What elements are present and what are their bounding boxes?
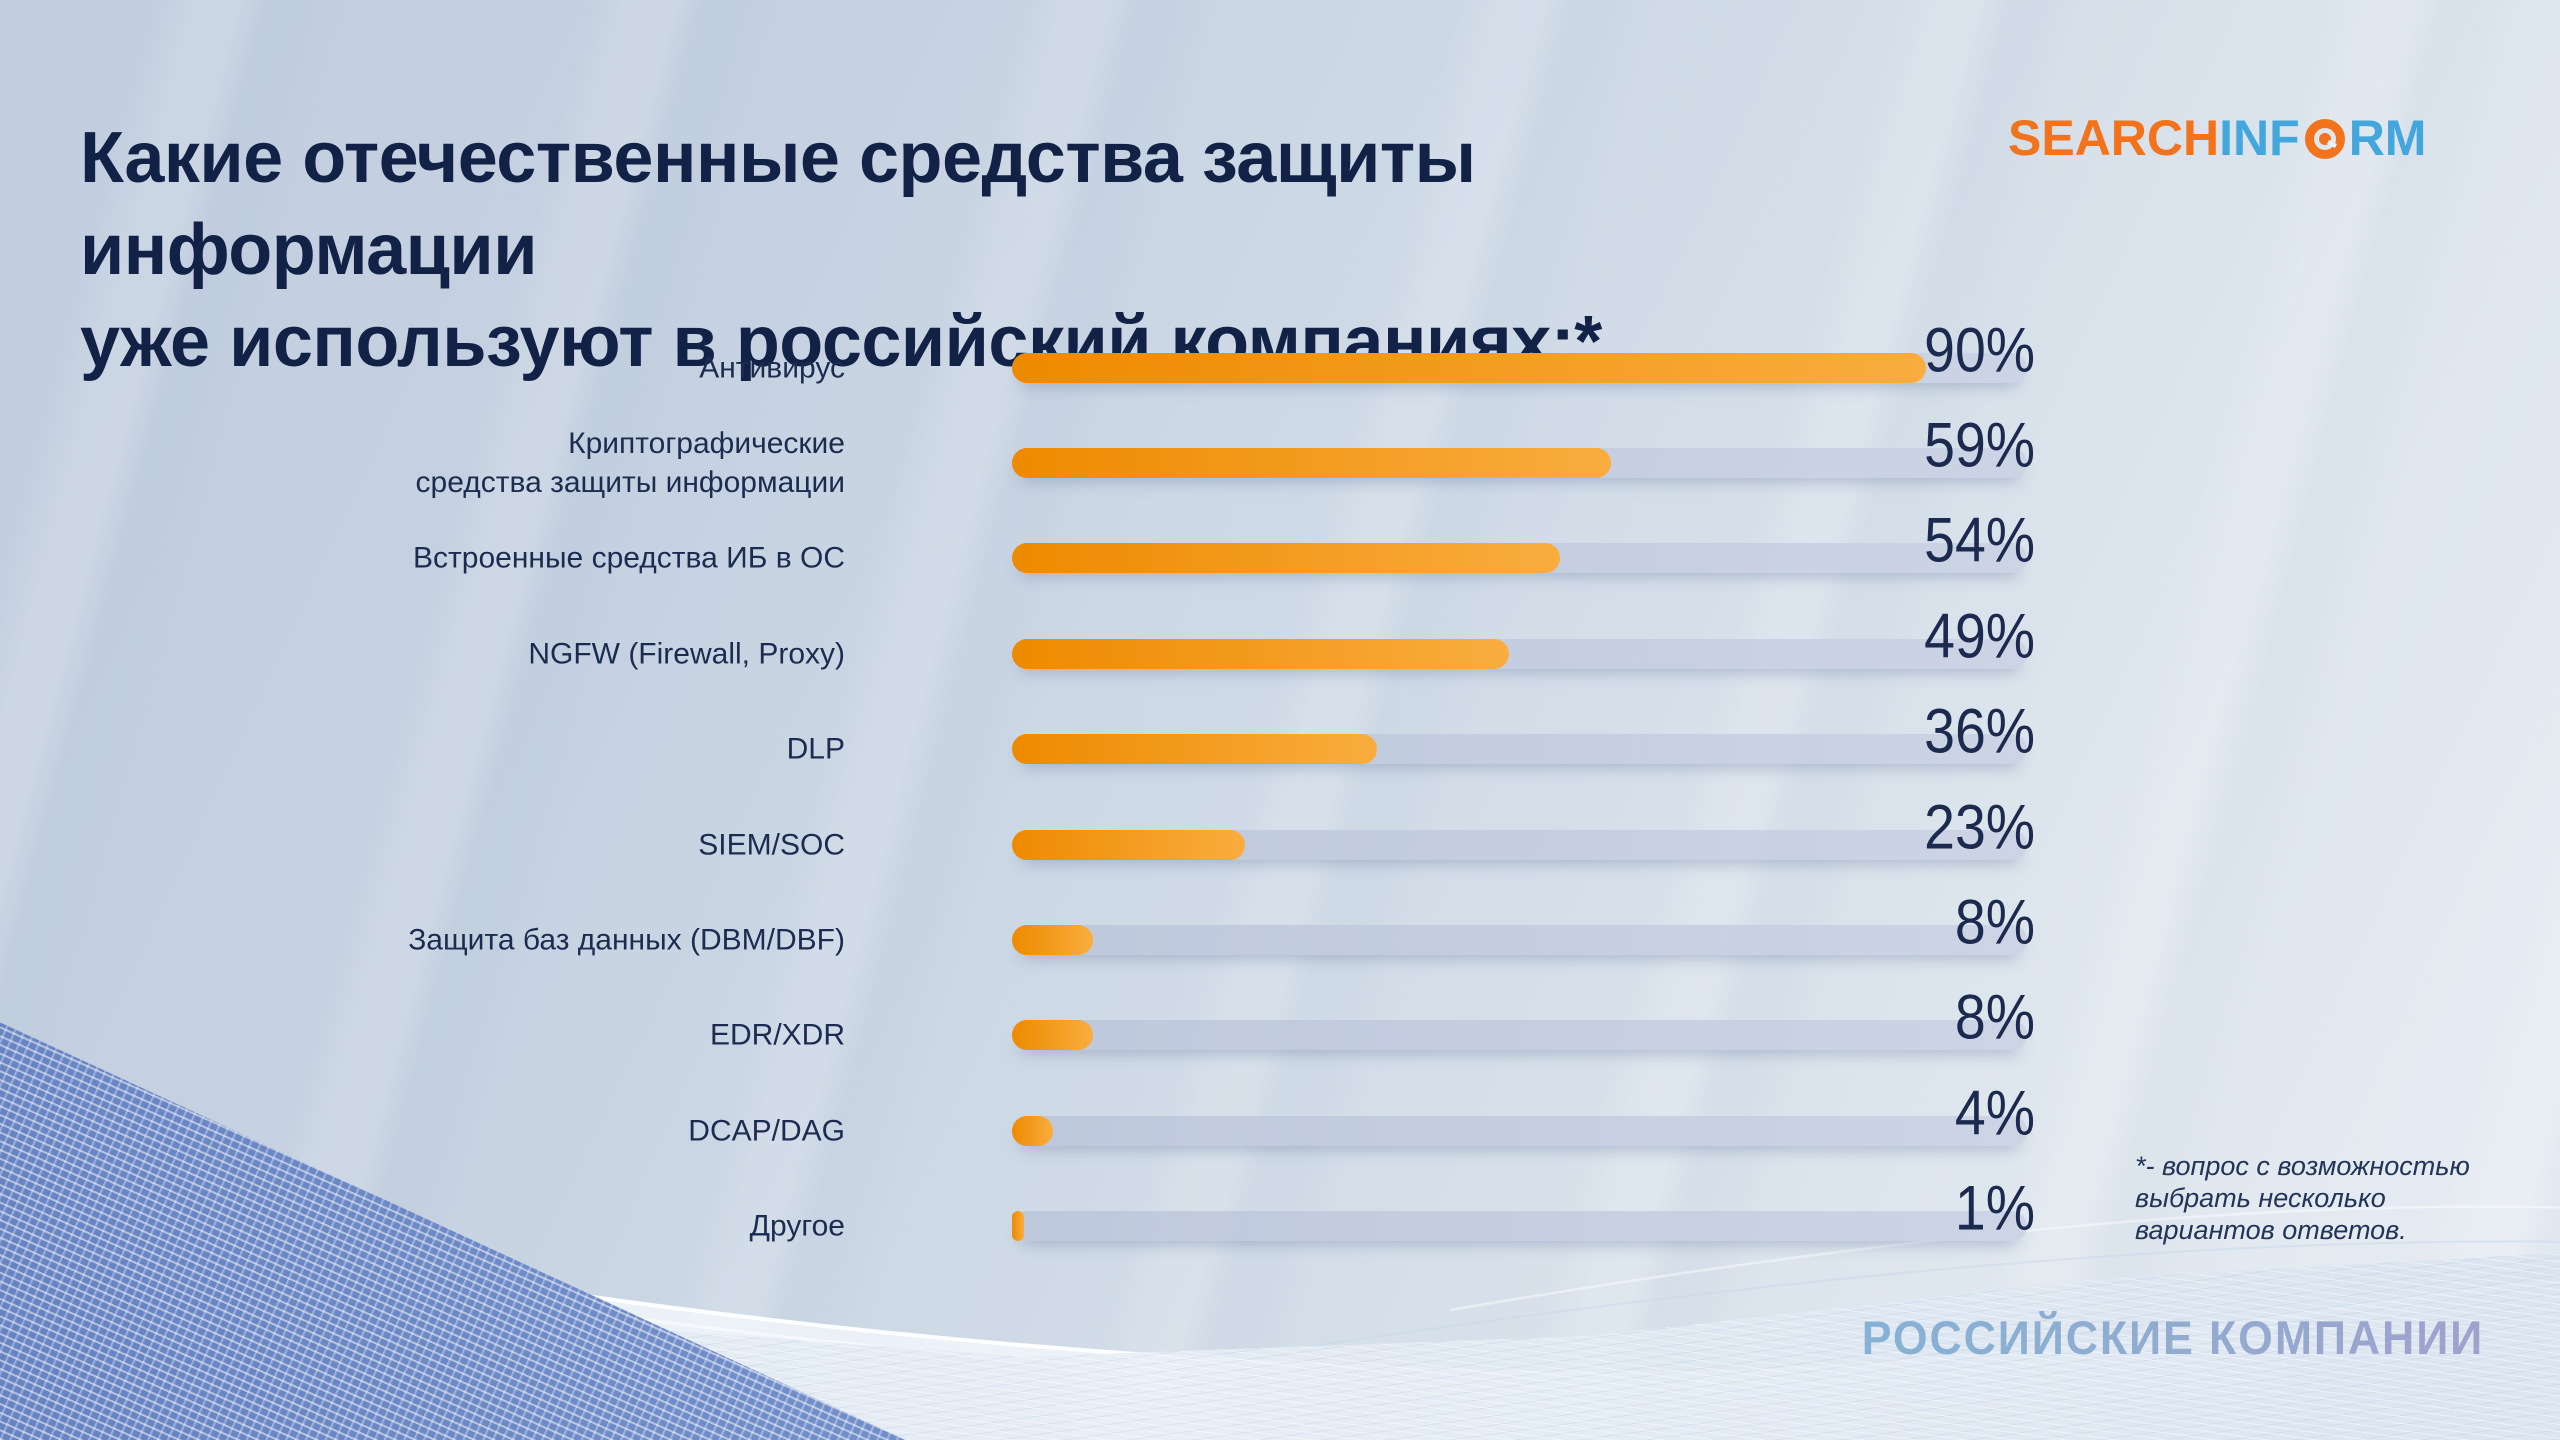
chart-row: EDR/XDR 8% (0, 982, 2560, 1083)
category-label: EDR/XDR (709, 1018, 845, 1052)
chart-row: SIEM/SOC 23% (0, 792, 2560, 892)
chart-row: Криптографические средства защиты информ… (0, 410, 2560, 510)
bar-track (1012, 638, 2027, 669)
bar-track (1012, 448, 2027, 479)
value-label: 1% (1954, 1173, 2035, 1244)
bar-track (1012, 1020, 2027, 1051)
chart-row: Другое 1% (0, 1173, 2560, 1274)
bar-fill (1012, 925, 1094, 956)
category-label: SIEM/SOC (698, 828, 845, 862)
chart-row: Антивирус 90% (0, 315, 2560, 415)
bar-fill (1012, 829, 1246, 860)
logo-word-search: SEARCH (2008, 110, 2220, 166)
value-label: 8% (1954, 982, 2035, 1053)
category-label: Другое (749, 1209, 845, 1243)
footnote-line-3: вариантов ответов. (2135, 1215, 2407, 1245)
chart-row: DLP 36% (0, 696, 2560, 797)
searchinform-logo: SEARCH INF RM (2008, 110, 2427, 166)
bar-track (1012, 352, 2027, 383)
chart-row: NGFW (Firewall, Proxy) 49% (0, 601, 2560, 701)
bar-fill (1012, 448, 1611, 479)
value-label: 59% (1924, 410, 2035, 481)
category-label: Антивирус (699, 351, 845, 385)
target-o-icon (2304, 119, 2345, 159)
value-label: 36% (1924, 696, 2035, 767)
bar-fill (1012, 352, 1926, 383)
bar-chart: Антивирус 90% Криптографические средства… (0, 315, 2560, 1274)
logo-word-rm: RM (2348, 110, 2427, 166)
bar-fill (1012, 734, 1378, 765)
value-label: 49% (1924, 601, 2035, 672)
bar-track (1012, 1211, 2027, 1242)
footnote-line-2: выбрать несколько (2135, 1183, 2386, 1213)
chart-row: Встроенные средства ИБ в ОС 54% (0, 505, 2560, 606)
category-label: Встроенные средства ИБ в ОС (413, 541, 845, 575)
bar-track (1012, 829, 2027, 860)
bar-fill (1012, 1115, 1053, 1146)
category-label: DLP (786, 732, 845, 766)
footnote: *- вопрос с возможностью выбрать нескольк… (2135, 1150, 2495, 1246)
chart-row: Защита баз данных (DBM/DBF) 8% (0, 887, 2560, 987)
footnote-line-1: *- вопрос с возможностью (2135, 1151, 2470, 1181)
chart-row: DCAP/DAG 4% (0, 1078, 2560, 1178)
title-line-1: Какие отечественные средства защиты инфо… (80, 118, 1476, 291)
value-label: 90% (1924, 315, 2035, 386)
bar-fill (1012, 638, 1510, 669)
value-label: 8% (1954, 887, 2035, 958)
bar-track (1012, 734, 2027, 765)
watermark-text: РОССИЙСКИЕ КОМПАНИИ (1861, 1311, 2484, 1364)
bar-track (1012, 925, 2027, 956)
category-label: Защита баз данных (DBM/DBF) (408, 923, 845, 957)
category-label: Криптографические средства защиты информ… (415, 427, 845, 500)
value-label: 4% (1954, 1078, 2035, 1149)
bar-fill (1012, 1211, 1024, 1242)
bar-fill (1012, 1020, 1094, 1051)
bar-track (1012, 1115, 2027, 1146)
bar-track (1012, 543, 2027, 574)
category-label: NGFW (Firewall, Proxy) (528, 637, 845, 671)
logo-word-inf: INF (2219, 110, 2300, 166)
category-label: DCAP/DAG (688, 1114, 845, 1148)
bar-fill (1012, 543, 1561, 574)
value-label: 54% (1924, 505, 2035, 576)
value-label: 23% (1924, 792, 2035, 863)
